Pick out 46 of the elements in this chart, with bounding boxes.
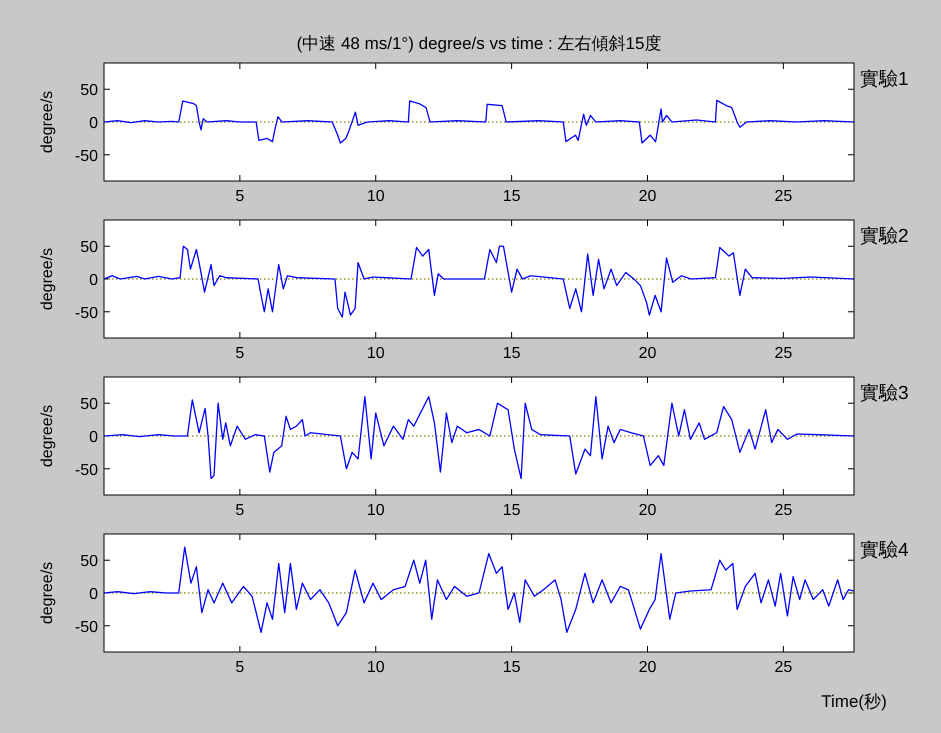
y-tick-label: 50 bbox=[80, 396, 98, 414]
y-tick-label: 0 bbox=[89, 115, 98, 132]
y-tick-label: 50 bbox=[80, 239, 98, 256]
x-axis-title: Time(秒) bbox=[821, 692, 887, 711]
y-tick-label: 0 bbox=[89, 429, 98, 446]
x-tick-label: 25 bbox=[774, 188, 792, 205]
text: 實驗1 bbox=[860, 69, 909, 90]
line-series bbox=[103, 100, 855, 144]
x-tick-label: 20 bbox=[638, 345, 656, 362]
y-tick-label: 0 bbox=[89, 272, 98, 289]
x-tick-label: 5 bbox=[235, 188, 244, 205]
y-axis-title: degree/s bbox=[39, 404, 56, 468]
x-tick-label: 5 bbox=[235, 659, 244, 676]
x-tick-label: 5 bbox=[235, 502, 244, 519]
x-tick-label: 25 bbox=[774, 502, 792, 519]
text: 實驗3 bbox=[860, 383, 909, 404]
text: 實驗4 bbox=[860, 540, 909, 561]
x-tick-label: 20 bbox=[638, 659, 656, 676]
x-tick-label: 20 bbox=[638, 502, 656, 519]
x-tick-label: 15 bbox=[502, 659, 521, 676]
x-tick-label: 15 bbox=[502, 188, 521, 205]
x-tick-label: 15 bbox=[502, 502, 521, 519]
x-tick-label: 5 bbox=[235, 345, 244, 362]
x-tick-label: 10 bbox=[366, 188, 385, 205]
y-tick-label: -50 bbox=[74, 618, 98, 636]
y-tick-label: 50 bbox=[80, 82, 98, 100]
y-axis-title: degree/s bbox=[39, 248, 56, 310]
x-tick-label: 10 bbox=[366, 502, 385, 519]
y-axis-title: degree/s bbox=[39, 562, 56, 624]
y-tick-label: -50 bbox=[74, 462, 98, 479]
x-tick-label: 25 bbox=[774, 659, 792, 676]
x-tick-label: 10 bbox=[366, 659, 385, 676]
y-tick-label: -50 bbox=[74, 304, 98, 322]
x-tick-label: 25 bbox=[774, 345, 792, 362]
line-series bbox=[103, 546, 855, 633]
line-series bbox=[103, 396, 855, 480]
line-series bbox=[103, 246, 855, 318]
x-tick-label: 15 bbox=[502, 345, 521, 362]
x-tick-label: 10 bbox=[366, 345, 385, 362]
y-tick-label: 0 bbox=[89, 586, 98, 603]
x-tick-label: 20 bbox=[638, 188, 656, 205]
y-axis-title: degree/s bbox=[39, 90, 56, 154]
text: 實驗2 bbox=[860, 226, 909, 247]
y-tick-label: -50 bbox=[74, 148, 98, 165]
chart-title: (中速 48 ms/1°) degree/s vs time : 左右傾斜15度 bbox=[296, 34, 662, 53]
y-tick-label: 50 bbox=[80, 553, 98, 570]
